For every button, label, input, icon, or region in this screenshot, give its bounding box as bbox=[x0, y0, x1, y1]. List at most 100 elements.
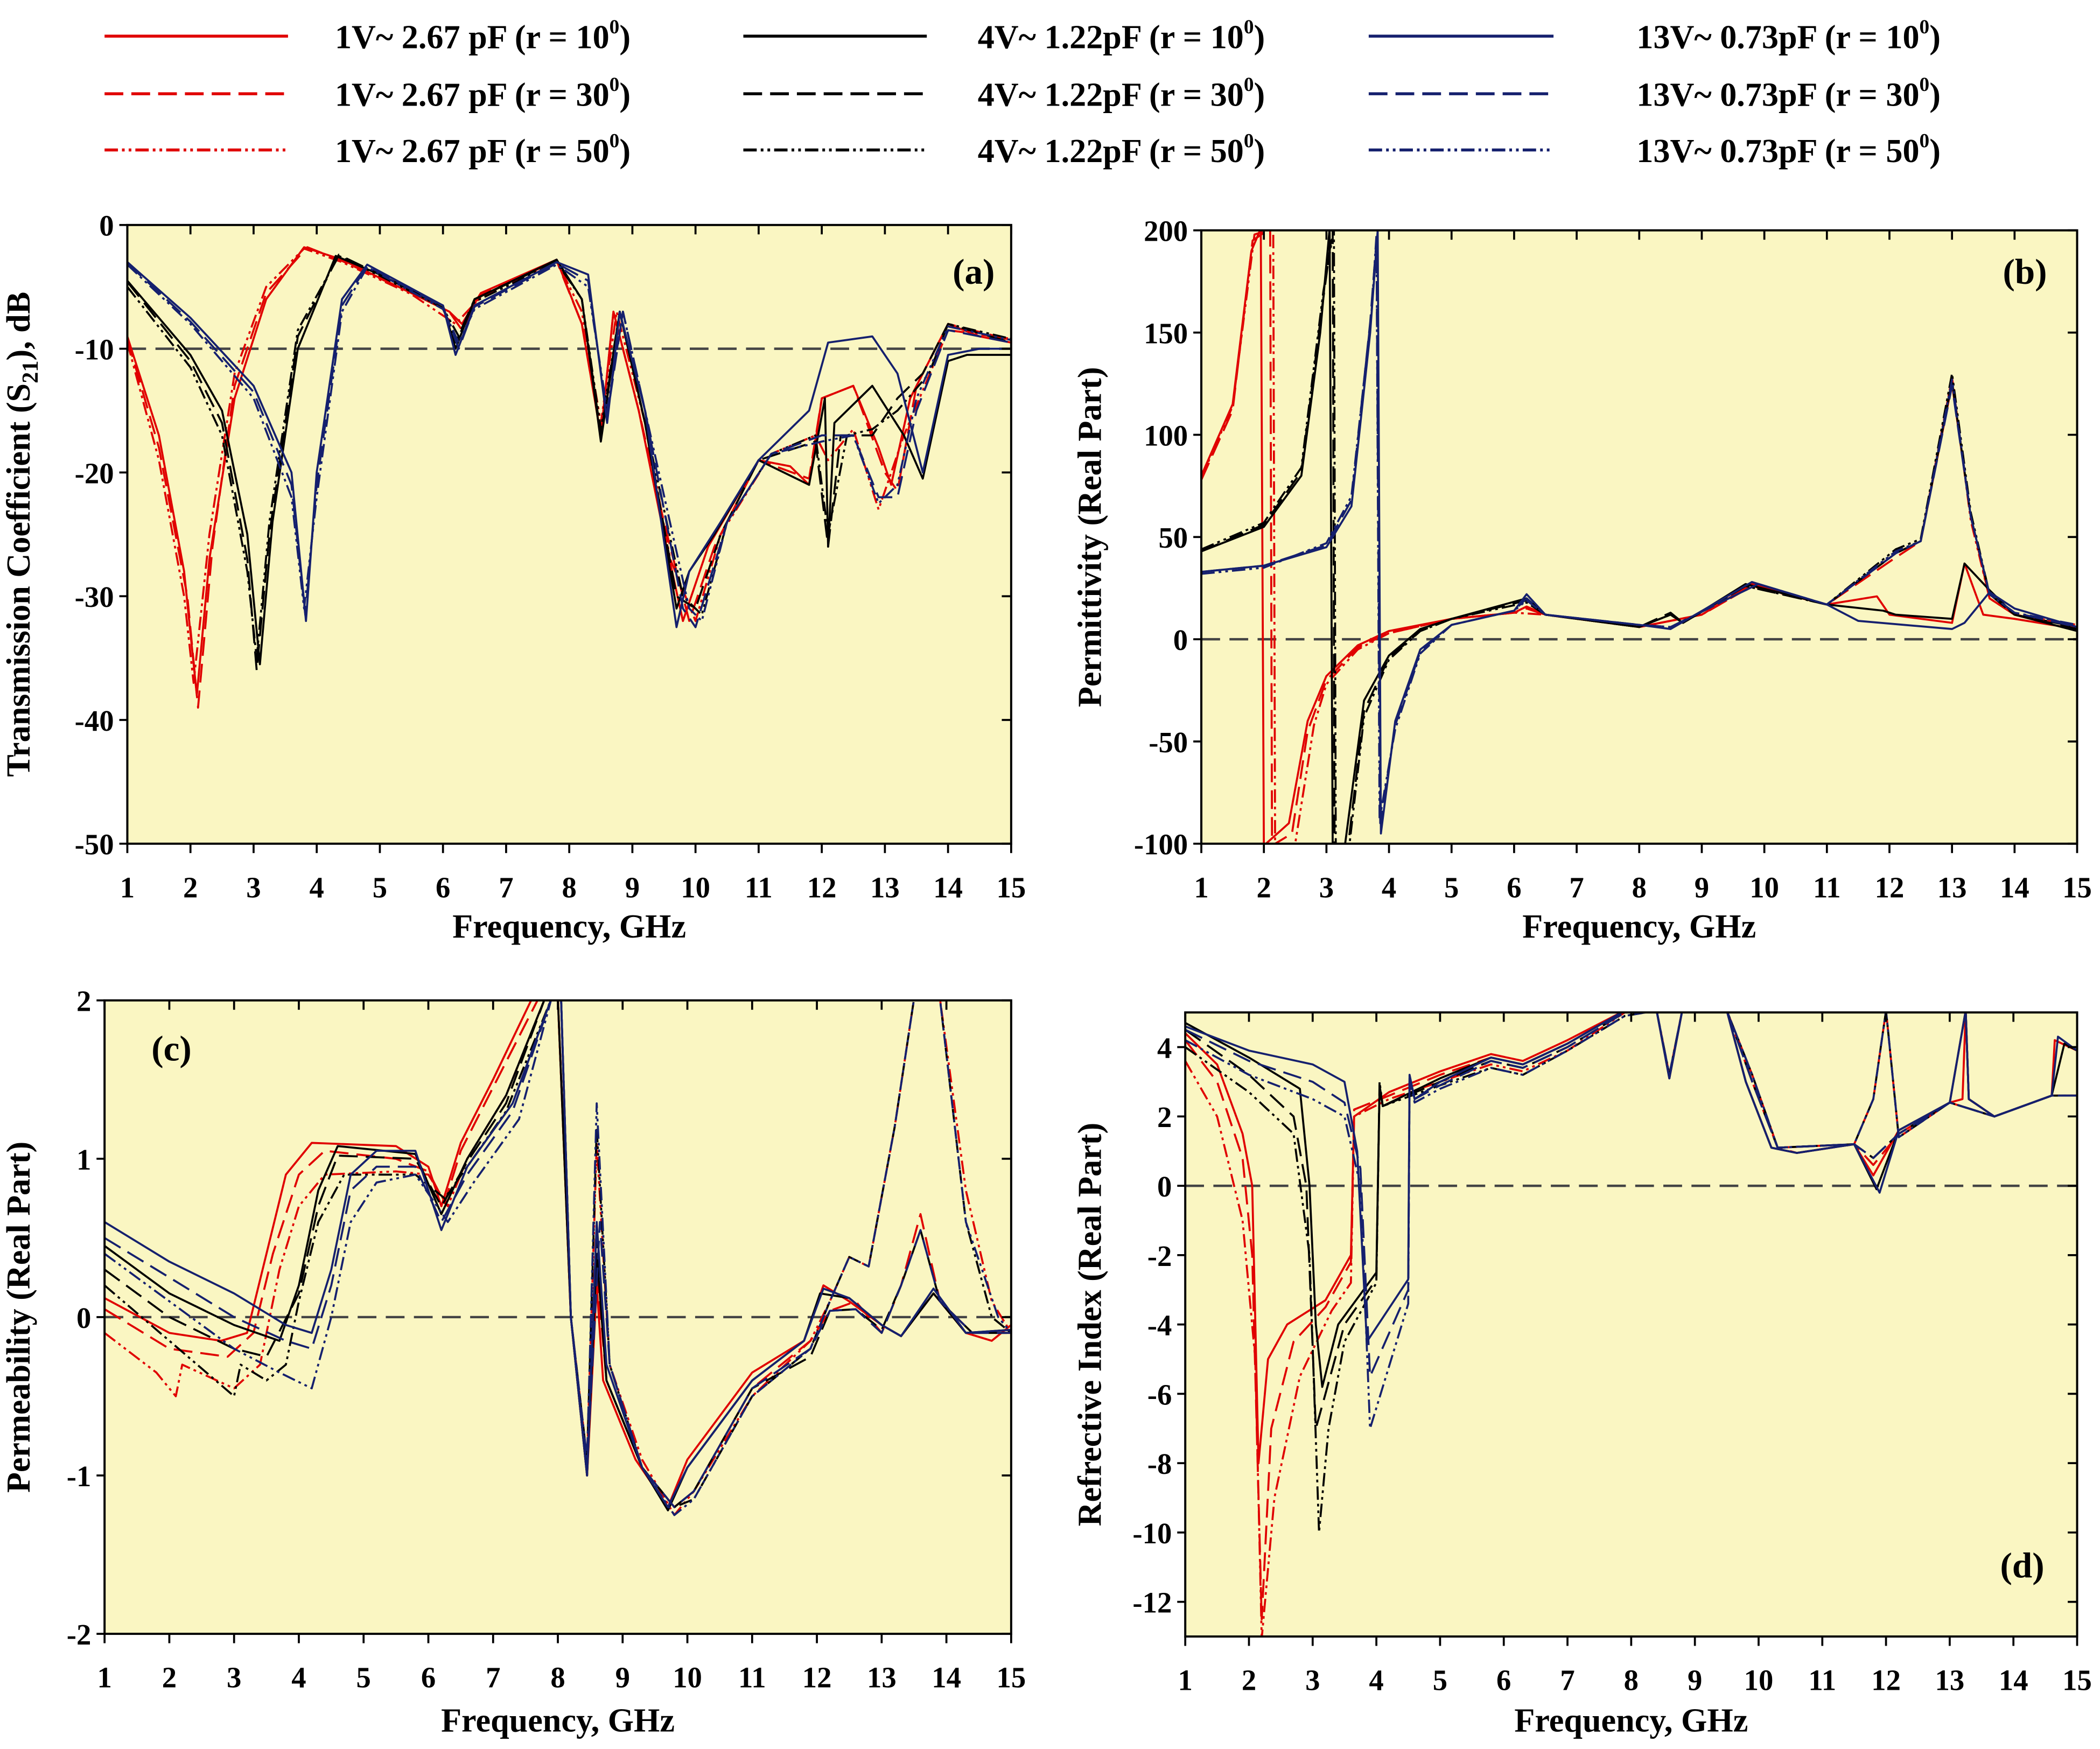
y-axis-title-text: Refrective Index (Real Part) bbox=[1072, 1123, 1109, 1527]
y-tick-label: 150 bbox=[1144, 317, 1188, 349]
x-tick-label: 15 bbox=[2062, 1664, 2092, 1697]
y-tick-label: -1 bbox=[67, 1460, 92, 1493]
x-tick-label: 11 bbox=[738, 1661, 766, 1694]
legend-label-superscript: 0 bbox=[1920, 130, 1930, 152]
y-tick-label: 0 bbox=[1157, 1170, 1172, 1203]
x-tick-label: 15 bbox=[997, 1661, 1026, 1694]
legend-label: 4V~ 1.22pF (r = 300) bbox=[978, 74, 1265, 113]
legend-label-suffix: ) bbox=[619, 19, 631, 56]
x-tick-label: 3 bbox=[227, 1661, 241, 1694]
x-tick-label: 9 bbox=[1688, 1664, 1702, 1697]
x-tick-label: 7 bbox=[1560, 1664, 1574, 1697]
x-tick-label: 5 bbox=[356, 1661, 371, 1694]
legend-label-superscript: 0 bbox=[1920, 16, 1930, 38]
x-tick-label: 4 bbox=[291, 1661, 306, 1694]
x-tick-label: 11 bbox=[1808, 1664, 1836, 1697]
series-group bbox=[1201, 230, 2077, 844]
x-tick-label: 2 bbox=[162, 1661, 177, 1694]
legend-label: 13V~ 0.73pF (r = 500) bbox=[1636, 130, 1941, 170]
x-tick-label: 10 bbox=[681, 871, 710, 904]
x-tick-label: 4 bbox=[1382, 871, 1396, 904]
x-tick-label: 1 bbox=[120, 871, 135, 904]
x-tick-label: 14 bbox=[933, 871, 963, 904]
legend: 1V~ 2.67 pF (r = 100)1V~ 2.67 pF (r = 30… bbox=[104, 16, 1941, 170]
x-axis-title: Frequency, GHz bbox=[441, 1703, 675, 1739]
legend-label-suffix: ) bbox=[1929, 19, 1941, 56]
series-line-1v-r-30 bbox=[1201, 230, 2077, 844]
x-tick-label: 9 bbox=[625, 871, 640, 904]
legend-label: 1V~ 2.67 pF (r = 500) bbox=[335, 130, 631, 170]
y-tick-label: -10 bbox=[1132, 1517, 1172, 1550]
y-tick-label: 0 bbox=[99, 209, 114, 242]
y-tick-label: 1 bbox=[76, 1143, 91, 1176]
y-axis-title: Transmission Coefficient (S21), dB bbox=[1, 292, 43, 777]
legend-label-text: 1V~ 2.67 pF (r = 10 bbox=[335, 19, 610, 56]
legend-label-suffix: ) bbox=[1929, 133, 1941, 170]
series-group bbox=[127, 246, 1011, 709]
x-tick-label: 5 bbox=[1433, 1664, 1447, 1697]
x-tick-label: 1 bbox=[1194, 871, 1208, 904]
series-line-4v-r-50 bbox=[127, 255, 1011, 659]
x-tick-label: 14 bbox=[932, 1661, 961, 1694]
chart-panel-d: 1 2 3 4 5 6 7 8 9 10 11 12 13 14 15420-2-4-6-8-10-12Fr… bbox=[1072, 1011, 2092, 1739]
y-tick-label: -100 bbox=[1134, 828, 1188, 861]
y-tick-label: 4 bbox=[1157, 1031, 1172, 1064]
x-tick-label: 15 bbox=[997, 871, 1026, 904]
x-tick-label: 15 bbox=[2062, 871, 2092, 904]
chart-panels: 1 2 3 4 5 6 7 8 9 10 11 12 13 14 150-10-20-30-40-50Fre… bbox=[1, 209, 2092, 1739]
y-axis-title-text: Transmission Coefficient (S bbox=[1, 383, 37, 777]
y-tick-label: 0 bbox=[76, 1302, 91, 1334]
x-tick-label: 12 bbox=[802, 1661, 832, 1694]
legend-label-superscript: 0 bbox=[1244, 74, 1254, 96]
x-tick-label: 9 bbox=[1695, 871, 1709, 904]
x-tick-label: 8 bbox=[550, 1661, 565, 1694]
x-tick-label: 12 bbox=[807, 871, 837, 904]
legend-label-suffix: ) bbox=[1254, 133, 1265, 170]
x-tick-label: 6 bbox=[1496, 1664, 1511, 1697]
x-tick-label: 3 bbox=[246, 871, 261, 904]
legend-label-superscript: 0 bbox=[610, 130, 620, 152]
x-axis-title: Frequency, GHz bbox=[1522, 908, 1756, 945]
x-axis-title: Frequency, GHz bbox=[1514, 1703, 1748, 1739]
x-tick-label: 4 bbox=[310, 871, 324, 904]
x-tick-label: 5 bbox=[373, 871, 387, 904]
y-tick-label: -50 bbox=[75, 828, 114, 861]
x-tick-label: 6 bbox=[1507, 871, 1521, 904]
y-tick-label: -4 bbox=[1147, 1309, 1172, 1342]
legend-label-text: 13V~ 0.73pF (r = 10 bbox=[1636, 19, 1919, 56]
y-axis-title-text: Permeability (Real Part) bbox=[1, 1142, 37, 1493]
series-line-13v-r-30 bbox=[104, 1000, 1011, 1508]
legend-label-superscript: 0 bbox=[1244, 16, 1254, 38]
legend-label-suffix: ) bbox=[1254, 76, 1265, 113]
x-tick-label: 8 bbox=[562, 871, 576, 904]
y-axis-title-suffix: ), dB bbox=[1, 292, 37, 361]
x-tick-label: 13 bbox=[870, 871, 900, 904]
series-line-13v-r-50 bbox=[1201, 233, 2077, 821]
x-tick-label: 7 bbox=[486, 1661, 500, 1694]
series-line-4v-r-50 bbox=[1185, 1012, 2077, 1534]
x-tick-label: 8 bbox=[1632, 871, 1647, 904]
y-axis-title: Refrective Index (Real Part) bbox=[1072, 1123, 1109, 1527]
plot-area bbox=[127, 225, 1011, 844]
x-tick-label: 14 bbox=[2000, 871, 2029, 904]
x-tick-label: 2 bbox=[1257, 871, 1271, 904]
x-tick-label: 14 bbox=[1999, 1664, 2028, 1697]
series-line-13v-r-50 bbox=[127, 263, 1011, 622]
x-tick-label: 2 bbox=[1242, 1664, 1256, 1697]
y-tick-label: -40 bbox=[75, 704, 114, 737]
legend-label-text: 1V~ 2.67 pF (r = 30 bbox=[335, 76, 610, 113]
y-tick-label: 2 bbox=[1157, 1101, 1172, 1134]
legend-label: 1V~ 2.67 pF (r = 100) bbox=[335, 16, 631, 55]
x-tick-label: 11 bbox=[745, 871, 773, 904]
x-tick-label: 1 bbox=[1178, 1664, 1193, 1697]
x-tick-label: 6 bbox=[436, 871, 450, 904]
y-tick-label: -20 bbox=[75, 457, 114, 489]
panel-letter: (a) bbox=[953, 251, 995, 292]
y-tick-label: 200 bbox=[1144, 215, 1188, 248]
series-group bbox=[104, 1000, 1011, 1516]
x-tick-label: 2 bbox=[183, 871, 198, 904]
x-tick-label: 5 bbox=[1444, 871, 1459, 904]
x-tick-label: 8 bbox=[1624, 1664, 1639, 1697]
series-line-1v-r-50 bbox=[1201, 230, 2077, 844]
